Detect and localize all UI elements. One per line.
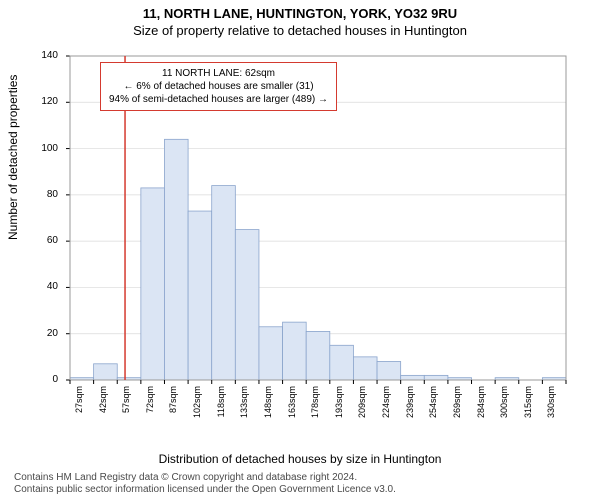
xtick-label: 254sqm	[428, 386, 438, 426]
annotation-box: 11 NORTH LANE: 62sqm← 6% of detached hou…	[100, 62, 337, 111]
xtick-label: 163sqm	[287, 386, 297, 426]
x-axis-label: Distribution of detached houses by size …	[0, 452, 600, 466]
ytick-label: 140	[30, 50, 58, 61]
ytick-label: 0	[30, 374, 58, 385]
y-axis-label: Number of detached properties	[6, 75, 20, 240]
xtick-label: 330sqm	[546, 386, 556, 426]
annotation-line2: ← 6% of detached houses are smaller (31)	[109, 80, 328, 93]
xtick-label: 42sqm	[98, 386, 108, 426]
xtick-label: 224sqm	[381, 386, 391, 426]
ytick-label: 20	[30, 328, 58, 339]
license-line2: Contains public sector information licen…	[14, 484, 586, 496]
xtick-label: 284sqm	[476, 386, 486, 426]
xtick-label: 300sqm	[499, 386, 509, 426]
xtick-label: 193sqm	[334, 386, 344, 426]
ytick-label: 40	[30, 281, 58, 292]
xtick-label: 269sqm	[452, 386, 462, 426]
xtick-label: 27sqm	[74, 386, 84, 426]
annotation-line1: 11 NORTH LANE: 62sqm	[109, 67, 328, 80]
xtick-label: 102sqm	[192, 386, 202, 426]
ytick-label: 60	[30, 235, 58, 246]
ytick-label: 120	[30, 96, 58, 107]
xtick-label: 209sqm	[357, 386, 367, 426]
license-text: Contains HM Land Registry data © Crown c…	[14, 472, 586, 496]
xtick-label: 315sqm	[523, 386, 533, 426]
xtick-label: 148sqm	[263, 386, 273, 426]
ytick-label: 80	[30, 189, 58, 200]
xtick-label: 57sqm	[121, 386, 131, 426]
subtitle: Size of property relative to detached ho…	[0, 21, 600, 38]
xtick-label: 118sqm	[216, 386, 226, 426]
xtick-label: 72sqm	[145, 386, 155, 426]
ytick-label: 100	[30, 143, 58, 154]
annotation-line3: 94% of semi-detached houses are larger (…	[109, 93, 328, 106]
xtick-label: 133sqm	[239, 386, 249, 426]
xtick-label: 87sqm	[168, 386, 178, 426]
license-line1: Contains HM Land Registry data © Crown c…	[14, 472, 586, 484]
xtick-label: 178sqm	[310, 386, 320, 426]
chart-container: 11, NORTH LANE, HUNTINGTON, YORK, YO32 9…	[0, 0, 600, 500]
address-title: 11, NORTH LANE, HUNTINGTON, YORK, YO32 9…	[0, 0, 600, 21]
xtick-label: 239sqm	[405, 386, 415, 426]
